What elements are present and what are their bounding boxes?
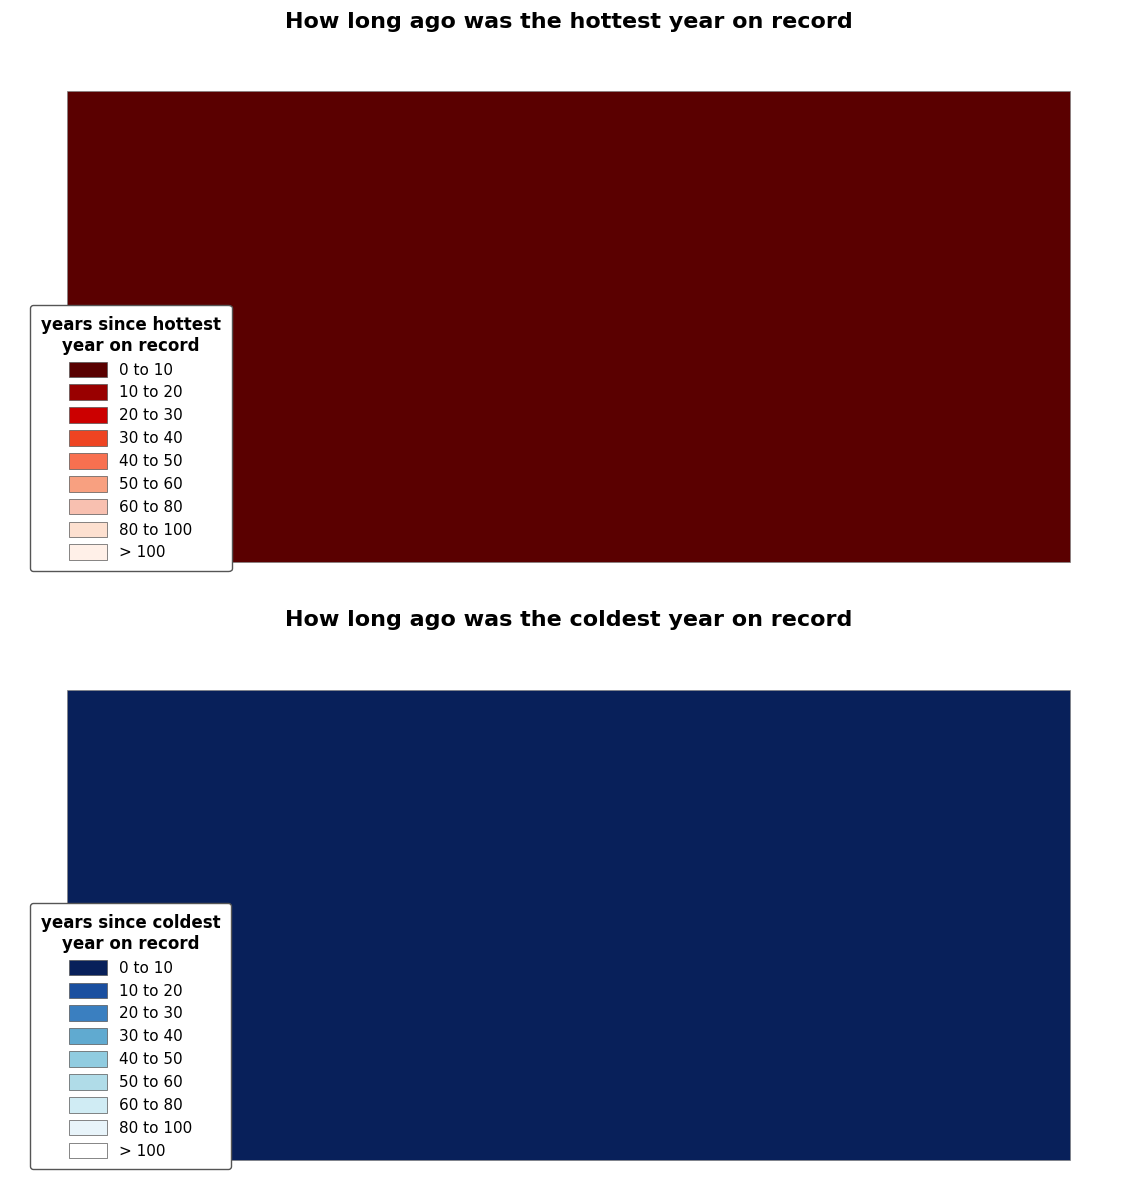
FancyBboxPatch shape bbox=[67, 690, 1070, 1160]
Title: How long ago was the coldest year on record: How long ago was the coldest year on rec… bbox=[284, 610, 853, 630]
Legend: 0 to 10, 10 to 20, 20 to 30, 30 to 40, 40 to 50, 50 to 60, 60 to 80, 80 to 100, : 0 to 10, 10 to 20, 20 to 30, 30 to 40, 4… bbox=[31, 904, 231, 1169]
Title: How long ago was the hottest year on record: How long ago was the hottest year on rec… bbox=[284, 12, 853, 31]
Legend: 0 to 10, 10 to 20, 20 to 30, 30 to 40, 40 to 50, 50 to 60, 60 to 80, 80 to 100, : 0 to 10, 10 to 20, 20 to 30, 30 to 40, 4… bbox=[31, 305, 232, 571]
FancyBboxPatch shape bbox=[67, 91, 1070, 562]
